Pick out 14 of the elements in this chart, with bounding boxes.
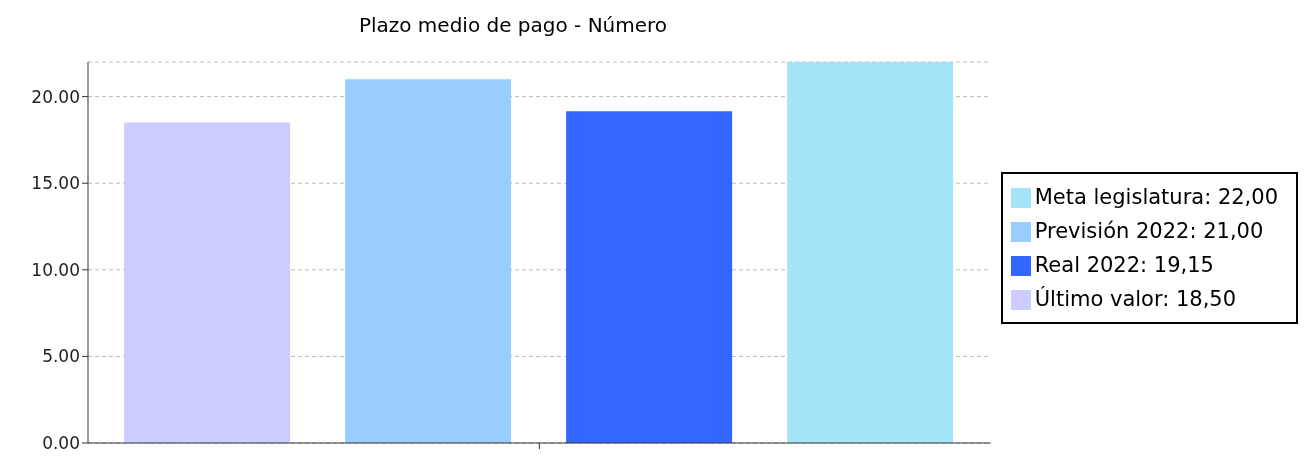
bar: [345, 79, 512, 443]
legend-label: Meta legislatura: 22,00: [1034, 184, 1278, 209]
y-tick-label: 0.00: [42, 433, 80, 454]
y-tick-label: 5.00: [42, 346, 80, 367]
bar: [124, 122, 291, 443]
y-tick-label: 15.00: [31, 173, 80, 194]
chart-title: Plazo medio de pago - Número: [357, 12, 669, 39]
y-tick-label: 10.00: [31, 259, 80, 280]
bar: [787, 62, 954, 443]
legend-label: Previsión 2022: 21,00: [1034, 218, 1264, 243]
bar: [566, 111, 733, 443]
legend-label: Real 2022: 19,15: [1034, 252, 1214, 277]
legend-label: Último valor: 18,50: [1034, 286, 1237, 311]
y-tick-label: 20.00: [31, 86, 80, 107]
